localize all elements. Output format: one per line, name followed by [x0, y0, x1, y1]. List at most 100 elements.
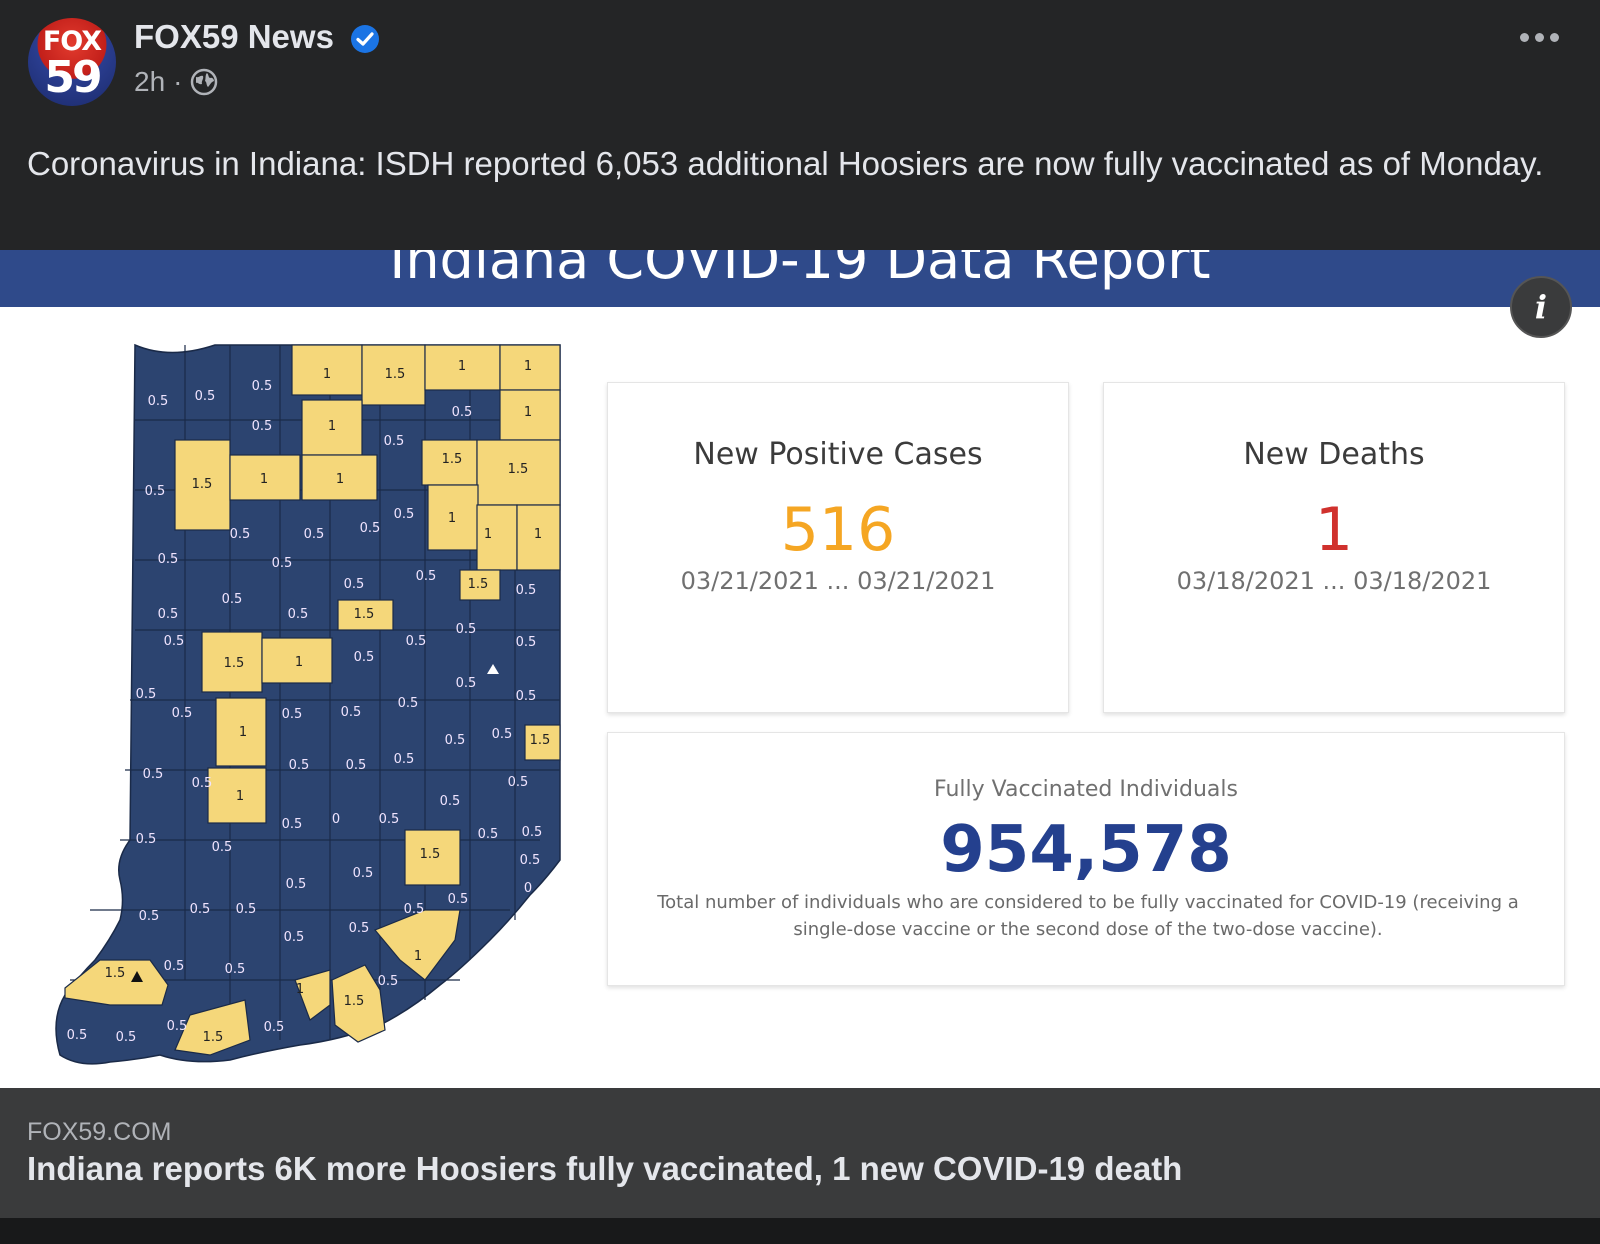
county-label: 0.5	[116, 1030, 137, 1045]
new-cases-card: New Positive Cases 516 03/21/2021 ... 03…	[607, 382, 1069, 713]
county-label: 0.5	[143, 767, 164, 782]
county-label: 0.5	[344, 577, 365, 592]
county-label: 0.5	[349, 921, 370, 936]
indiana-county-map: 0.5 0.5 0.5 0.5 1 1.5 1 1 0.5 1 1 0.5 1.…	[55, 343, 561, 1065]
fully-vaccinated-description-line1: Total number of individuals who are cons…	[657, 892, 1519, 913]
county-label: 0.5	[136, 832, 157, 847]
county-label: 0.5	[452, 405, 473, 420]
county-label: 1.5	[344, 994, 365, 1009]
more-options-button[interactable]	[1514, 24, 1564, 50]
county-label: 0.5	[67, 1028, 88, 1043]
county-label: 0.5	[354, 650, 375, 665]
county-label: 0.5	[378, 974, 399, 989]
county-label: 0.5	[384, 434, 405, 449]
county-label: 1	[236, 789, 244, 804]
county-label: 1.5	[354, 607, 375, 622]
county-label: 0.5	[289, 758, 310, 773]
county-label: 0.5	[398, 696, 419, 711]
county-label: 1	[260, 472, 268, 487]
county-label: 0.5	[406, 634, 427, 649]
county-label: 0	[332, 812, 340, 827]
county-label: 0.5	[158, 552, 179, 567]
county-label: 0.5	[282, 817, 303, 832]
dot-icon	[1519, 32, 1529, 42]
globe-icon[interactable]	[190, 68, 218, 96]
county-label: 0.5	[346, 758, 367, 773]
county-label: 1	[524, 405, 532, 420]
county-label: 0.5	[516, 689, 537, 704]
new-cases-value: 516	[780, 495, 896, 565]
county-label: 0.5	[148, 394, 169, 409]
county-label: 0.5	[212, 840, 233, 855]
county-label: 0.5	[272, 556, 293, 571]
county-label: 1.5	[192, 477, 213, 492]
county-label: 1.5	[530, 733, 551, 748]
new-deaths-title: New Deaths	[1243, 437, 1425, 472]
county-label: 0.5	[190, 902, 211, 917]
county-label: 0.5	[341, 705, 362, 720]
county-label: 1	[295, 655, 303, 670]
county-label: 1.5	[224, 656, 245, 671]
county-label: 0.5	[225, 962, 246, 977]
link-preview-image[interactable]: Indiana COVID-19 Data Report i	[0, 250, 1600, 1088]
county-label: 0.5	[192, 776, 213, 791]
county-label: 0.5	[448, 892, 469, 907]
link-preview-footer[interactable]: FOX59.COM Indiana reports 6K more Hoosie…	[0, 1088, 1600, 1218]
county-label: 1	[336, 472, 344, 487]
county-label: 1	[458, 359, 466, 374]
county-label: 0.5	[394, 752, 415, 767]
avatar-logo-top: FOX	[42, 26, 102, 57]
page-avatar[interactable]: FOX 59	[28, 18, 116, 106]
county-label: 0.5	[282, 707, 303, 722]
post-text: Coronavirus in Indiana: ISDH reported 6,…	[27, 145, 1544, 182]
dot-icon	[1549, 32, 1559, 42]
county-label: 0.5	[222, 592, 243, 607]
county-label: 0.5	[478, 827, 499, 842]
fully-vaccinated-value: 954,578	[940, 813, 1232, 887]
county-label: 0.5	[236, 902, 257, 917]
link-headline[interactable]: Indiana reports 6K more Hoosiers fully v…	[27, 1150, 1183, 1187]
county-label: 0.5	[136, 687, 157, 702]
county-label: 0.5	[164, 959, 185, 974]
county-label: 1	[328, 419, 336, 434]
county-label: 0.5	[508, 775, 529, 790]
county-highlights	[64, 344, 561, 1056]
post-time[interactable]: 2h	[134, 66, 166, 97]
county-label: 1	[239, 725, 247, 740]
county-label: 1	[414, 949, 422, 964]
county-label: 1	[296, 982, 304, 997]
county-label: 0.5	[284, 930, 305, 945]
county-label: 0.5	[353, 866, 374, 881]
new-cases-title: New Positive Cases	[693, 437, 983, 472]
county-label: 0.5	[288, 607, 309, 622]
bottom-divider	[0, 1218, 1600, 1244]
warning-triangle-icon	[487, 664, 499, 674]
info-button[interactable]: i	[1510, 276, 1572, 338]
county-label: 1	[534, 527, 542, 542]
meta-separator: ·	[173, 66, 183, 97]
county-label: 0.5	[264, 1020, 285, 1035]
post-meta: 2h ·	[134, 66, 218, 98]
county-label: 1.5	[468, 577, 489, 592]
banner-title: Indiana COVID-19 Data Report	[389, 250, 1211, 291]
county-label: 1	[323, 367, 331, 382]
county-label: 0.5	[304, 527, 325, 542]
county-label: 0.5	[445, 733, 466, 748]
county-label: 0.5	[195, 389, 216, 404]
county-label: 0.5	[456, 622, 477, 637]
county-label: 0.5	[456, 676, 477, 691]
fully-vaccinated-description-line2: single-dose vaccine or the second dose o…	[793, 919, 1383, 940]
county-label: 0.5	[522, 825, 543, 840]
county-label: 0.5	[167, 1019, 188, 1034]
avatar-logo-bottom: 59	[44, 52, 102, 103]
page-name[interactable]: FOX59 News	[134, 18, 334, 55]
county-label: 1.5	[203, 1030, 224, 1045]
county-label: 1	[448, 511, 456, 526]
new-deaths-date-range: 03/18/2021 ... 03/18/2021	[1176, 567, 1492, 595]
county-label: 0.5	[286, 877, 307, 892]
county-label: 1	[524, 359, 532, 374]
county-label: 0.5	[172, 706, 193, 721]
fully-vaccinated-title: Fully Vaccinated Individuals	[934, 777, 1238, 802]
county-value-labels: 0.5 0.5 0.5 0.5 1 1.5 1 1 0.5 1 1 0.5 1.…	[67, 359, 551, 1045]
report-banner: Indiana COVID-19 Data Report	[0, 250, 1600, 307]
